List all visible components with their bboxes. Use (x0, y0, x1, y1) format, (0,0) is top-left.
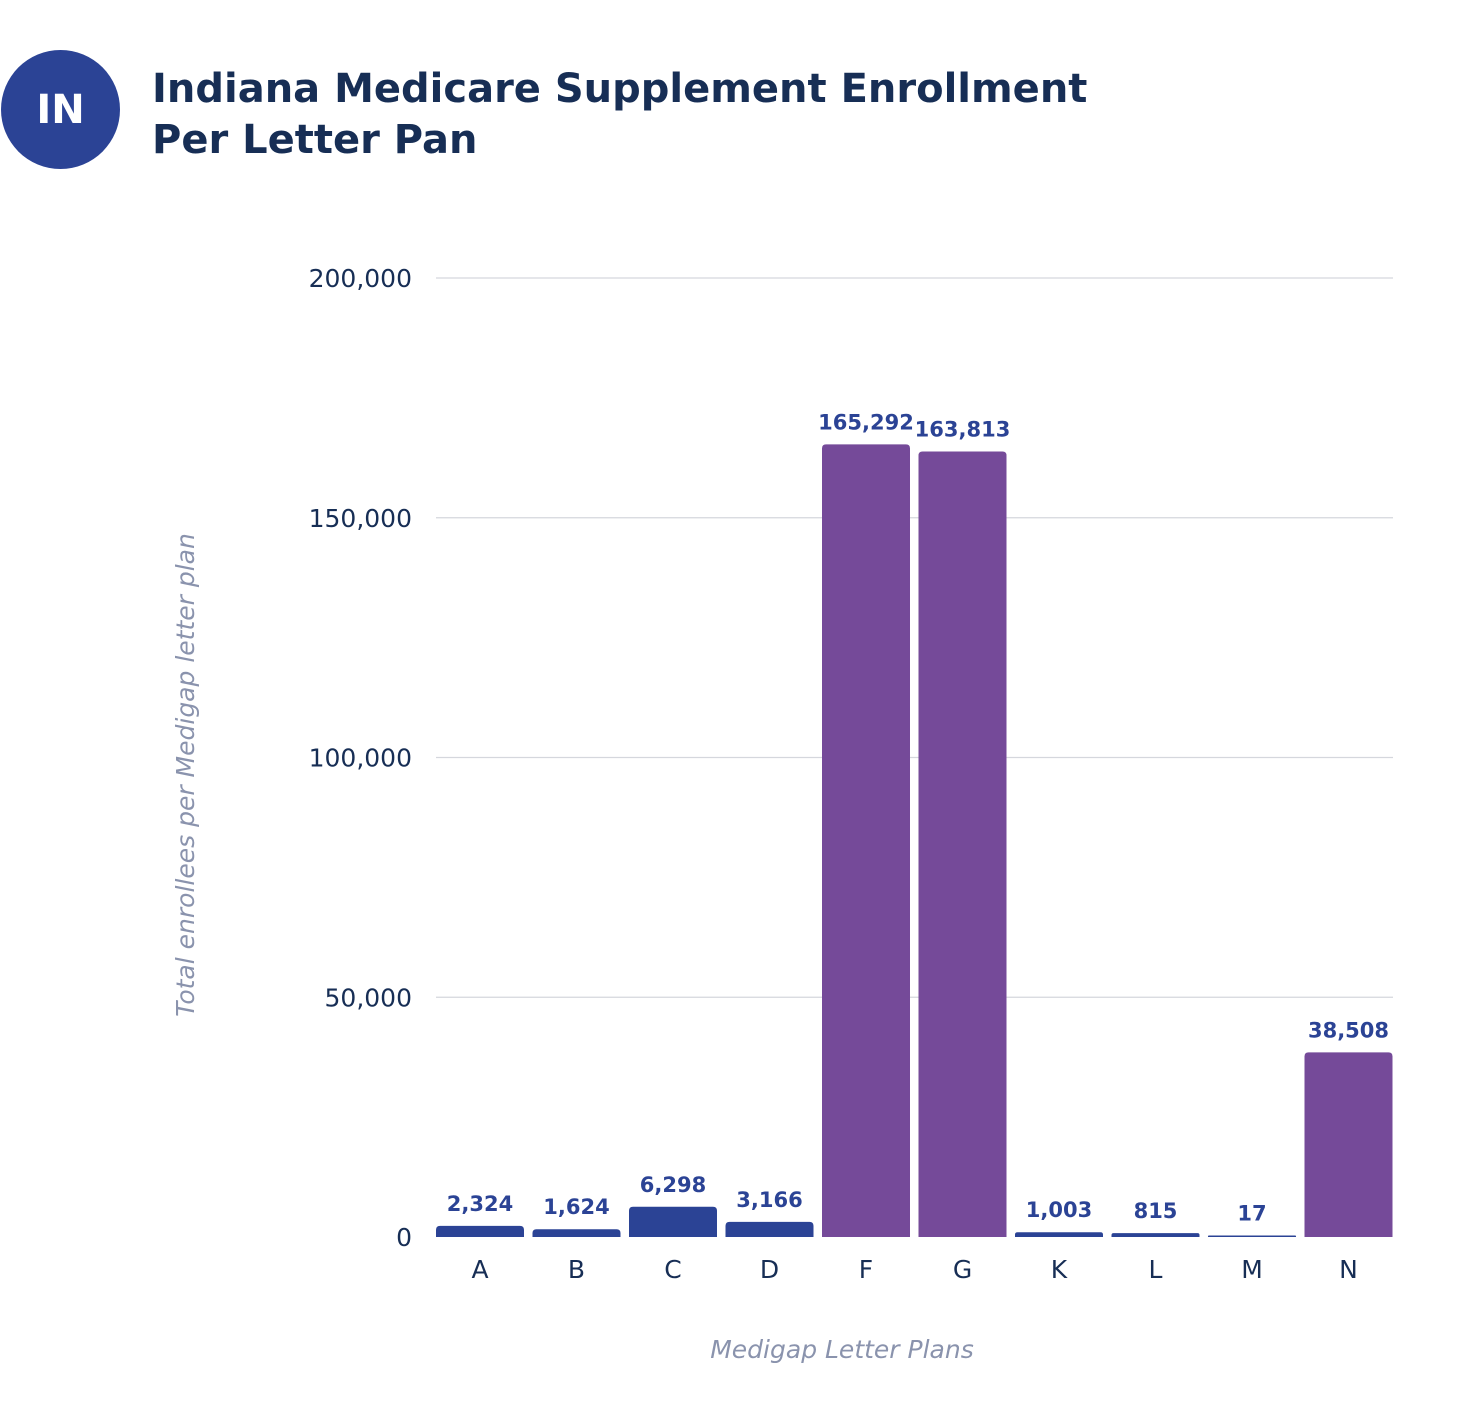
y-tick-label: 200,000 (309, 264, 412, 293)
y-tick-label: 100,000 (309, 744, 412, 773)
title-line-1: Indiana Medicare Supplement Enrollment (152, 66, 1088, 112)
y-axis-label: Total enrollees per Medigap letter plan (171, 533, 200, 1017)
x-axis-label: Medigap Letter Plans (710, 1335, 974, 1364)
state-badge: IN (1, 50, 120, 169)
x-tick-label: K (1051, 1255, 1068, 1284)
x-tick-label: C (664, 1255, 681, 1284)
value-label: 815 (1134, 1199, 1178, 1223)
bar-N (1304, 1052, 1393, 1237)
x-tick-label: M (1241, 1255, 1263, 1284)
bar-G (918, 451, 1007, 1237)
bar-M (1208, 1235, 1296, 1237)
value-label: 6,298 (640, 1173, 706, 1197)
bar-K (1015, 1232, 1103, 1237)
x-tick-label: L (1149, 1255, 1163, 1284)
value-label: 2,324 (447, 1192, 513, 1216)
value-label: 163,813 (915, 418, 1011, 442)
bar-D (725, 1221, 814, 1237)
value-label: 3,166 (736, 1188, 802, 1212)
value-label: 1,003 (1026, 1198, 1092, 1222)
x-tick-label: F (859, 1255, 873, 1284)
bar-B (532, 1229, 621, 1237)
x-tick-label: A (471, 1255, 488, 1284)
value-label: 17 (1237, 1202, 1266, 1226)
bar-C (629, 1206, 717, 1237)
x-tick-label: B (568, 1255, 585, 1284)
chart-title: Indiana Medicare Supplement Enrollment P… (152, 64, 1087, 166)
y-tick-label: 150,000 (309, 504, 412, 533)
x-tick-label: N (1339, 1255, 1358, 1284)
bar-A (436, 1225, 524, 1237)
y-tick-label: 0 (396, 1223, 412, 1252)
value-label: 38,508 (1308, 1018, 1389, 1042)
bar-L (1111, 1233, 1200, 1237)
y-tick-label: 50,000 (325, 983, 412, 1012)
title-line-2: Per Letter Pan (152, 117, 478, 163)
value-label: 165,292 (818, 410, 914, 434)
bar-F (822, 444, 910, 1237)
value-label: 1,624 (543, 1195, 609, 1219)
x-tick-label: G (953, 1255, 972, 1284)
x-tick-label: D (760, 1255, 779, 1284)
